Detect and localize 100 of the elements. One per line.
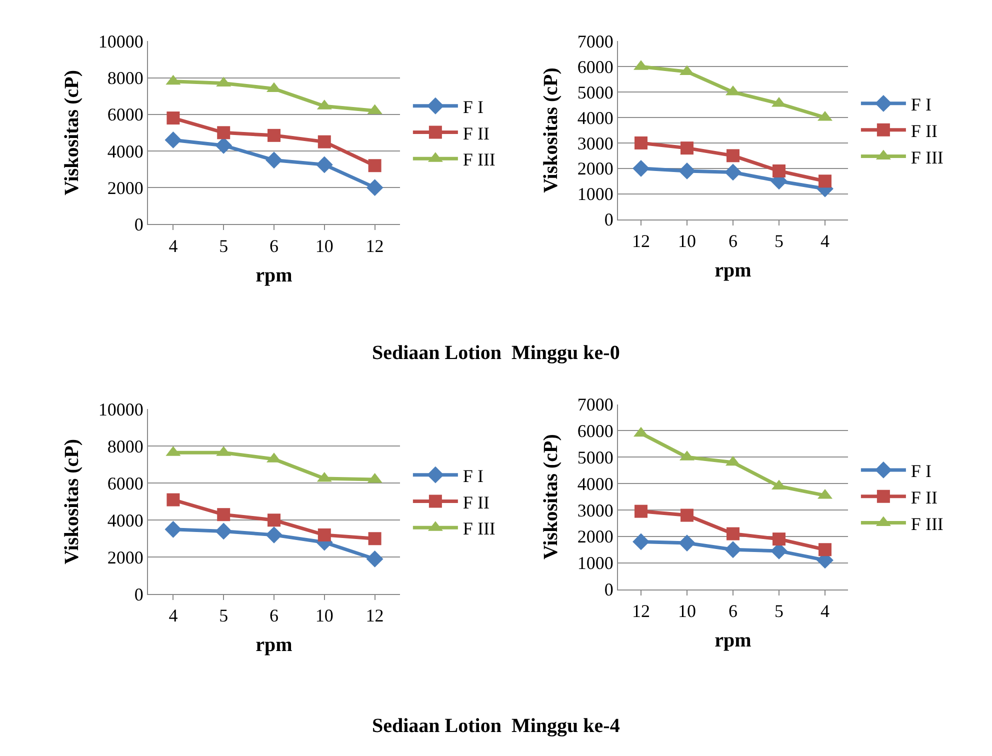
y-tick-label: 6000 (107, 473, 144, 494)
point (268, 128, 280, 142)
y-tick-label: 6000 (577, 421, 614, 442)
y-tick-label: 0 (604, 210, 614, 230)
x-tick-label: 5 (774, 230, 784, 251)
y-tick-label: 4000 (577, 108, 614, 128)
y-tick-label: 2000 (107, 178, 144, 198)
y-tick-label: 0 (604, 580, 614, 600)
y-tick-label: 3000 (577, 500, 614, 520)
x-tick-label: 5 (219, 236, 228, 256)
legend-label: F I (910, 460, 932, 481)
x-tick-label: 6 (728, 230, 738, 251)
y-tick-label: 1000 (577, 184, 614, 204)
y-tick-label: 6000 (107, 104, 144, 125)
y-tick-label: 4000 (107, 141, 144, 162)
x-tick-label: 6 (270, 606, 278, 626)
y-tick-label: 7000 (577, 31, 614, 52)
x-axis-title: rpm (256, 634, 293, 656)
x-axis-title: rpm (714, 259, 752, 282)
legend-label: F II (462, 492, 490, 512)
x-tick-label: 4 (168, 606, 178, 626)
x-tick-label: 6 (728, 600, 738, 621)
x-tick-label: 5 (219, 606, 228, 626)
text: Sediaan Lotion Minggu ke-0 (372, 342, 620, 364)
y-tick-label: 7000 (577, 394, 614, 415)
y-tick-label: 5000 (577, 447, 614, 468)
point (217, 126, 230, 140)
legend-label: F II (462, 123, 490, 144)
point (268, 514, 280, 527)
point (166, 112, 180, 125)
point (724, 541, 742, 558)
point (316, 156, 333, 174)
x-tick-label: 12 (366, 236, 384, 256)
y-tick-label: 8000 (107, 68, 144, 88)
y-tick-label: 5000 (577, 82, 614, 102)
y-tick-label: 4000 (107, 510, 144, 530)
y-axis-title: Viskositas (cP) (540, 434, 562, 560)
point (632, 533, 650, 550)
x-tick-label: 12 (366, 606, 384, 626)
y-axis-title: Viskositas (cP) (60, 70, 83, 196)
x-tick-label: 6 (270, 236, 278, 256)
point (368, 532, 382, 546)
point (366, 179, 384, 196)
x-tick-label: 4 (820, 600, 830, 621)
legend-label: F III (910, 514, 944, 534)
y-tick-label: 10000 (98, 399, 144, 420)
point (680, 142, 694, 155)
y-tick-label: 2000 (577, 158, 614, 179)
point (678, 162, 696, 180)
x-tick-label: 10 (315, 236, 334, 256)
point (818, 543, 832, 556)
point (164, 132, 182, 148)
point (368, 159, 382, 172)
x-tick-label: 10 (678, 600, 696, 621)
y-tick-label: 10000 (98, 31, 144, 52)
point (772, 164, 786, 178)
y-tick-label: 2000 (107, 547, 144, 568)
y-tick-label: 0 (134, 584, 144, 604)
point (680, 508, 694, 522)
point (164, 520, 182, 538)
y-tick-label: 4000 (577, 474, 614, 494)
point (266, 152, 282, 169)
y-axis-title: Viskositas (cP) (60, 438, 83, 564)
point (318, 528, 331, 542)
legend-label: F III (462, 518, 496, 539)
x-tick-label: 10 (678, 230, 696, 251)
legend-label: F I (462, 96, 484, 117)
x-tick-label: 4 (820, 230, 830, 251)
legend-label: F II (910, 120, 938, 141)
legend-label: F III (462, 150, 496, 170)
point (215, 137, 232, 154)
y-tick-label: 2000 (577, 526, 614, 547)
point (632, 160, 650, 177)
point (726, 149, 740, 162)
point (266, 526, 282, 544)
x-tick-label: 5 (774, 600, 784, 621)
legend-label: F I (910, 94, 932, 114)
legend-label: F I (462, 466, 484, 486)
point (166, 493, 180, 506)
y-tick-label: 3000 (577, 133, 614, 154)
point (724, 164, 742, 181)
y-tick-label: 1000 (577, 553, 614, 574)
point (772, 532, 786, 546)
point (318, 135, 331, 148)
y-tick-label: 0 (134, 214, 144, 234)
point (678, 534, 696, 552)
point (818, 174, 832, 188)
legend-label: F II (910, 487, 938, 508)
point (726, 527, 740, 540)
legend-label: F III (910, 147, 944, 168)
x-tick-label: 4 (168, 236, 178, 256)
x-tick-label: 12 (632, 230, 650, 251)
x-tick-label: 12 (632, 600, 650, 621)
text: Sediaan Lotion Minggu ke-4 (372, 715, 620, 737)
y-axis-title: Viskositas (cP) (540, 68, 562, 193)
point (634, 504, 648, 518)
x-axis-title: rpm (714, 629, 752, 652)
y-tick-label: 8000 (107, 436, 144, 456)
point (634, 136, 648, 150)
point (215, 522, 232, 540)
